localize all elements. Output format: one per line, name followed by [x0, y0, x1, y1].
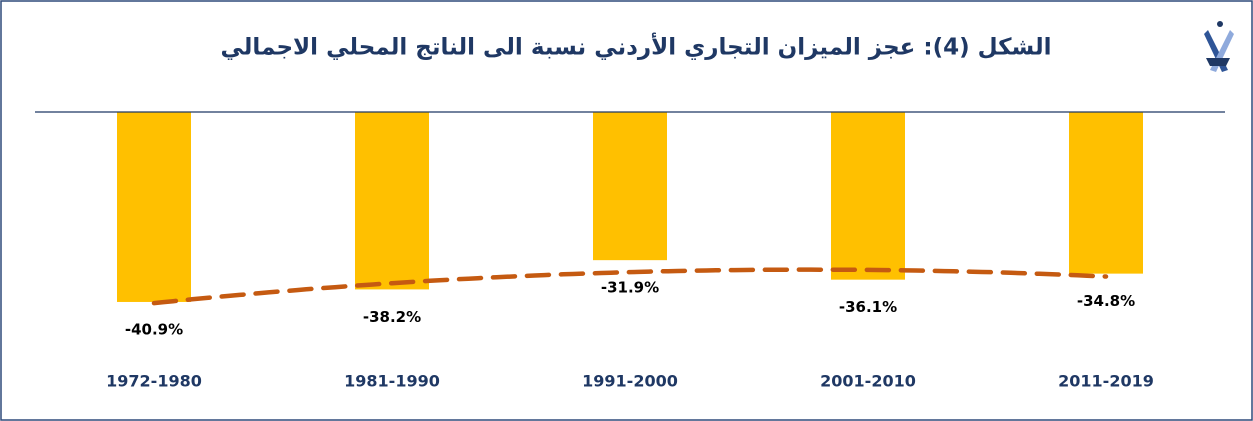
trend-line	[151, 267, 1109, 306]
bar	[593, 112, 667, 261]
chart-title: الشكل (4): عجز الميزان التجاري الأردني ن…	[221, 32, 1052, 61]
value-label: -40.9%	[125, 320, 183, 338]
value-label: -34.8%	[1077, 292, 1135, 310]
x-tick-label: 1981-1990	[344, 372, 440, 391]
x-tick-label: 1991-2000	[582, 372, 678, 391]
value-label: -38.2%	[363, 308, 421, 326]
x-tick-label: 2011-2019	[1058, 372, 1154, 391]
bar	[117, 112, 191, 302]
value-label: -36.1%	[839, 298, 897, 316]
bar	[831, 112, 905, 280]
bar	[355, 112, 429, 290]
bar	[1069, 112, 1143, 274]
value-label: -31.9%	[601, 279, 659, 297]
x-tick-label: 1972-1980	[106, 372, 202, 391]
x-tick-label: 2001-2010	[820, 372, 916, 391]
logo	[1204, 21, 1234, 72]
